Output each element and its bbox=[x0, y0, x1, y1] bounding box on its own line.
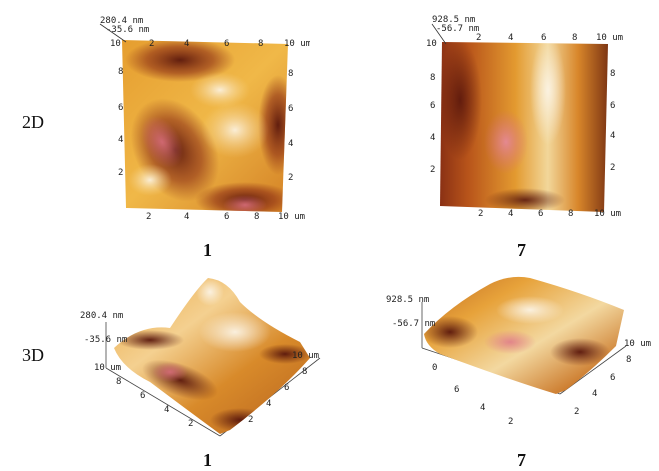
caption-2d-sample-7: 7 bbox=[517, 240, 526, 260]
left-tick: 4 bbox=[118, 135, 123, 145]
top-tick: 4 bbox=[508, 33, 513, 43]
top-tick: 10 um bbox=[596, 33, 623, 43]
left-tick: 6 bbox=[118, 103, 123, 113]
left-axis-tick: 2 bbox=[508, 417, 513, 427]
zmax-label: 280.4 nm bbox=[80, 311, 123, 321]
row-label-3d: 3D bbox=[22, 345, 44, 365]
afm-3d-sample-1: 280.4 nm -35.6 nm 10 um 10 um 8 6 4 2 8 … bbox=[80, 278, 321, 437]
left-axis-tick: 8 bbox=[116, 377, 121, 387]
right-tick: 8 bbox=[610, 69, 615, 79]
bottom-tick: 8 bbox=[568, 209, 573, 219]
bottom-tick: 2 bbox=[146, 212, 151, 222]
afm-2d-sample-1: 280.4 nm -35.6 nm 10 2 4 6 8 10 um 2 4 6… bbox=[99, 16, 310, 222]
left-axis-tick: 10 um bbox=[94, 363, 121, 373]
top-tick: 2 bbox=[476, 33, 481, 43]
right-axis-tick: 4 bbox=[592, 389, 597, 399]
left-axis-tick: 6 bbox=[140, 391, 145, 401]
caption-3d-sample-1: 1 bbox=[203, 450, 212, 470]
left-tick: 6 bbox=[430, 101, 435, 111]
left-axis-tick: 4 bbox=[164, 405, 169, 415]
zmax-label: 928.5 nm bbox=[386, 295, 429, 305]
left-axis-tick: 6 bbox=[454, 385, 459, 395]
afm-2d-sample-7: 928.5 nm -56.7 nm 10 2 4 6 8 10 um 2 4 6… bbox=[426, 15, 623, 219]
bottom-tick: 4 bbox=[508, 209, 513, 219]
right-axis-tick: 4 bbox=[266, 399, 271, 409]
left-axis-tick: 4 bbox=[480, 403, 485, 413]
bottom-tick: 2 bbox=[478, 209, 483, 219]
top-tick: 2 bbox=[149, 39, 154, 49]
top-tick: 10 um bbox=[284, 39, 310, 49]
zmax-label: 280.4 nm bbox=[100, 16, 143, 26]
left-tick: 8 bbox=[118, 67, 123, 77]
left-axis-tick: 0 bbox=[432, 363, 437, 373]
right-tick: 6 bbox=[610, 101, 615, 111]
bottom-tick: 6 bbox=[538, 209, 543, 219]
bottom-tick: 10 um bbox=[594, 209, 621, 219]
right-axis-tick: 2 bbox=[574, 407, 579, 417]
bottom-tick: 8 bbox=[254, 212, 259, 222]
axis-end-label: 10 um bbox=[292, 351, 319, 361]
right-axis-tick: 8 bbox=[626, 355, 631, 365]
caption-2d-sample-1: 1 bbox=[203, 240, 212, 260]
right-tick: 4 bbox=[288, 139, 293, 149]
left-tick: 4 bbox=[430, 133, 435, 143]
left-tick: 2 bbox=[118, 168, 123, 178]
zmin-label: -35.6 nm bbox=[106, 25, 149, 35]
right-axis-tick: 6 bbox=[610, 373, 615, 383]
right-tick: 2 bbox=[610, 163, 615, 173]
right-axis-tick: 8 bbox=[302, 367, 307, 377]
right-tick: 4 bbox=[610, 131, 615, 141]
caption-3d-sample-7: 7 bbox=[517, 450, 526, 470]
zmin-label: -56.7 nm bbox=[392, 319, 435, 329]
corner-tick: 10 bbox=[426, 39, 437, 49]
bottom-tick: 10 um bbox=[278, 212, 305, 222]
row-label-2d: 2D bbox=[22, 112, 44, 132]
top-tick: 8 bbox=[572, 33, 577, 43]
left-tick: 8 bbox=[430, 73, 435, 83]
axis-end-label: 10 um bbox=[624, 339, 651, 349]
top-tick: 8 bbox=[258, 39, 263, 49]
afm-3d-sample-7: 928.5 nm -56.7 nm 10 um 0 6 4 2 8 6 4 2 bbox=[386, 276, 651, 427]
left-axis-tick: 2 bbox=[188, 419, 193, 429]
top-tick: 4 bbox=[184, 39, 189, 49]
right-tick: 8 bbox=[288, 69, 293, 79]
zmin-label: -35.6 nm bbox=[84, 335, 127, 345]
top-tick: 6 bbox=[541, 33, 546, 43]
bottom-tick: 6 bbox=[224, 212, 229, 222]
corner-tick: 10 bbox=[110, 39, 121, 49]
right-axis-tick: 2 bbox=[248, 415, 253, 425]
right-tick: 6 bbox=[288, 104, 293, 114]
left-tick: 2 bbox=[430, 165, 435, 175]
zmin-label: -56.7 nm bbox=[436, 24, 479, 34]
right-axis-tick: 6 bbox=[284, 383, 289, 393]
zmax-label: 928.5 nm bbox=[432, 15, 475, 25]
bottom-tick: 4 bbox=[184, 212, 189, 222]
top-tick: 6 bbox=[224, 39, 229, 49]
right-tick: 2 bbox=[288, 173, 293, 183]
